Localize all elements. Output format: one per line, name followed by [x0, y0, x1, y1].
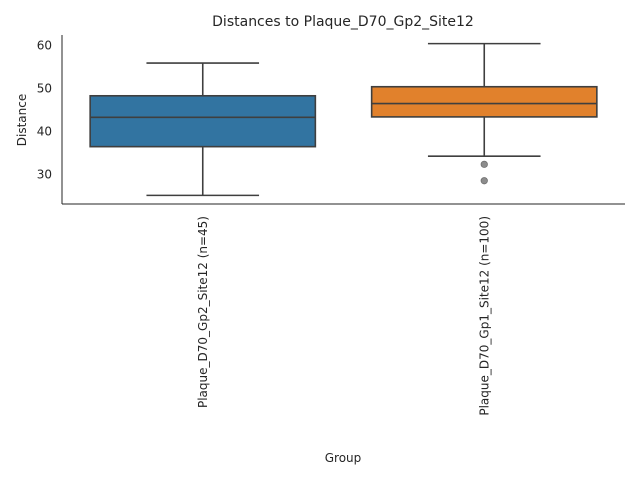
box-group — [370, 42, 598, 185]
x-tick-label: Plaque_D70_Gp1_Site12 (n=100) — [477, 216, 491, 416]
box-iqr — [89, 94, 317, 148]
y-tick-label: 40 — [37, 125, 52, 139]
y-tick-label: 60 — [37, 38, 52, 52]
outlier-point — [480, 177, 488, 185]
y-axis-label: Distance — [15, 94, 29, 146]
outlier-point — [480, 160, 488, 168]
box-iqr — [370, 85, 598, 118]
box-group — [89, 62, 317, 197]
x-tick-label: Plaque_D70_Gp2_Site12 (n=45) — [196, 216, 210, 408]
chart-title: Distances to Plaque_D70_Gp2_Site12 — [212, 14, 474, 30]
x-axis-label: Group — [325, 451, 362, 465]
y-tick-label: 50 — [37, 81, 52, 95]
y-tick-label: 30 — [37, 168, 52, 182]
plot-area: 30 40 50 60 Plaque_D70_Gp2_Site12 (n=45) Plaq… — [37, 35, 625, 416]
